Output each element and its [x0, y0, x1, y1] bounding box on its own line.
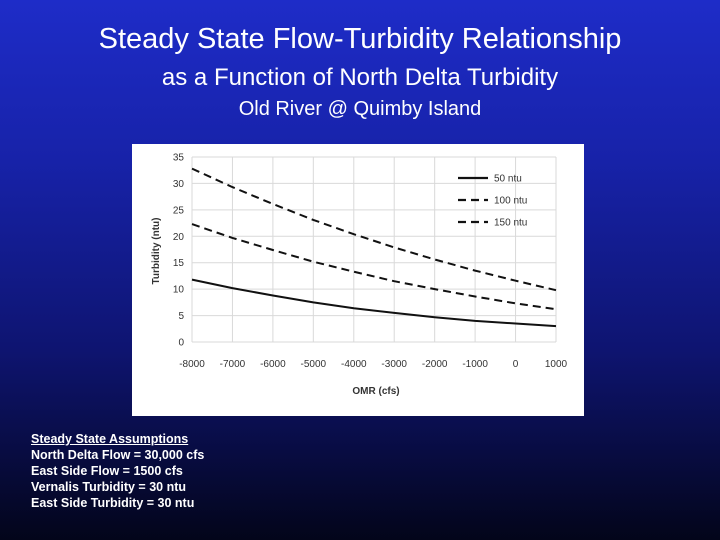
- x-tick-label: -1000: [462, 359, 488, 370]
- y-tick-label: 0: [178, 338, 184, 349]
- x-tick-label: -7000: [220, 359, 246, 370]
- x-tick-label: -2000: [422, 359, 448, 370]
- legend-label: 100 ntu: [494, 196, 527, 207]
- series-line-50-ntu: [191, 278, 557, 328]
- x-axis-title: OMR (cfs): [352, 386, 399, 397]
- slide-location: Old River @ Quimby Island: [238, 98, 482, 120]
- series-layer: [191, 167, 557, 328]
- y-tick-label: 5: [178, 311, 184, 322]
- x-tick-label: 1000: [545, 359, 568, 370]
- legend-label: 150 ntu: [494, 218, 527, 229]
- y-axis-title: Turbidity (ntu): [151, 217, 162, 284]
- chart-panel: 0 5 10 15 20 25 30 35 -8000 -7000 -6000 -5000 -4000 -…: [132, 144, 584, 416]
- x-tick-label: -5000: [301, 359, 327, 370]
- x-tick-label: -3000: [381, 359, 407, 370]
- slide-title: Steady State Flow-Turbidity Relationship: [98, 23, 622, 55]
- series-line-100-ntu: [191, 223, 557, 311]
- series-line-150-ntu: [191, 167, 557, 292]
- y-tick-label: 30: [173, 179, 185, 190]
- assumptions-box: Steady State Assumptions North Delta Flo…: [31, 431, 391, 511]
- x-tick-label: -6000: [260, 359, 286, 370]
- assumption-east-side-turbidity: East Side Turbidity = 30 ntu: [31, 496, 195, 510]
- y-tick-label: 25: [173, 205, 185, 216]
- legend-label: 50 ntu: [494, 174, 522, 185]
- y-tick-label: 15: [173, 258, 185, 269]
- y-tick-label: 10: [173, 285, 185, 296]
- assumptions-heading: Steady State Assumptions: [31, 432, 189, 446]
- x-tick-label: -4000: [341, 359, 367, 370]
- grid-layer: [191, 156, 557, 343]
- flow-turbidity-chart: 0 5 10 15 20 25 30 35 -8000 -7000 -6000 -5000 -4000 -…: [151, 153, 568, 398]
- tick-layer: 0 5 10 15 20 25 30 35 -8000 -7000 -6000 -5000 -4000 -…: [173, 153, 568, 371]
- x-tick-label: 0: [513, 359, 519, 370]
- x-tick-label: -8000: [179, 359, 205, 370]
- assumption-east-side-flow: East Side Flow = 1500 cfs: [31, 464, 183, 478]
- legend-layer: 50 ntu 100 ntu 150 ntu: [458, 174, 527, 229]
- assumption-vernalis-turbidity: Vernalis Turbidity = 30 ntu: [31, 480, 187, 494]
- y-tick-label: 35: [173, 153, 185, 164]
- y-tick-label: 20: [173, 232, 185, 243]
- assumption-north-delta-flow: North Delta Flow = 30,000 cfs: [31, 448, 205, 462]
- slide-subtitle: as a Function of North Delta Turbidity: [161, 64, 559, 91]
